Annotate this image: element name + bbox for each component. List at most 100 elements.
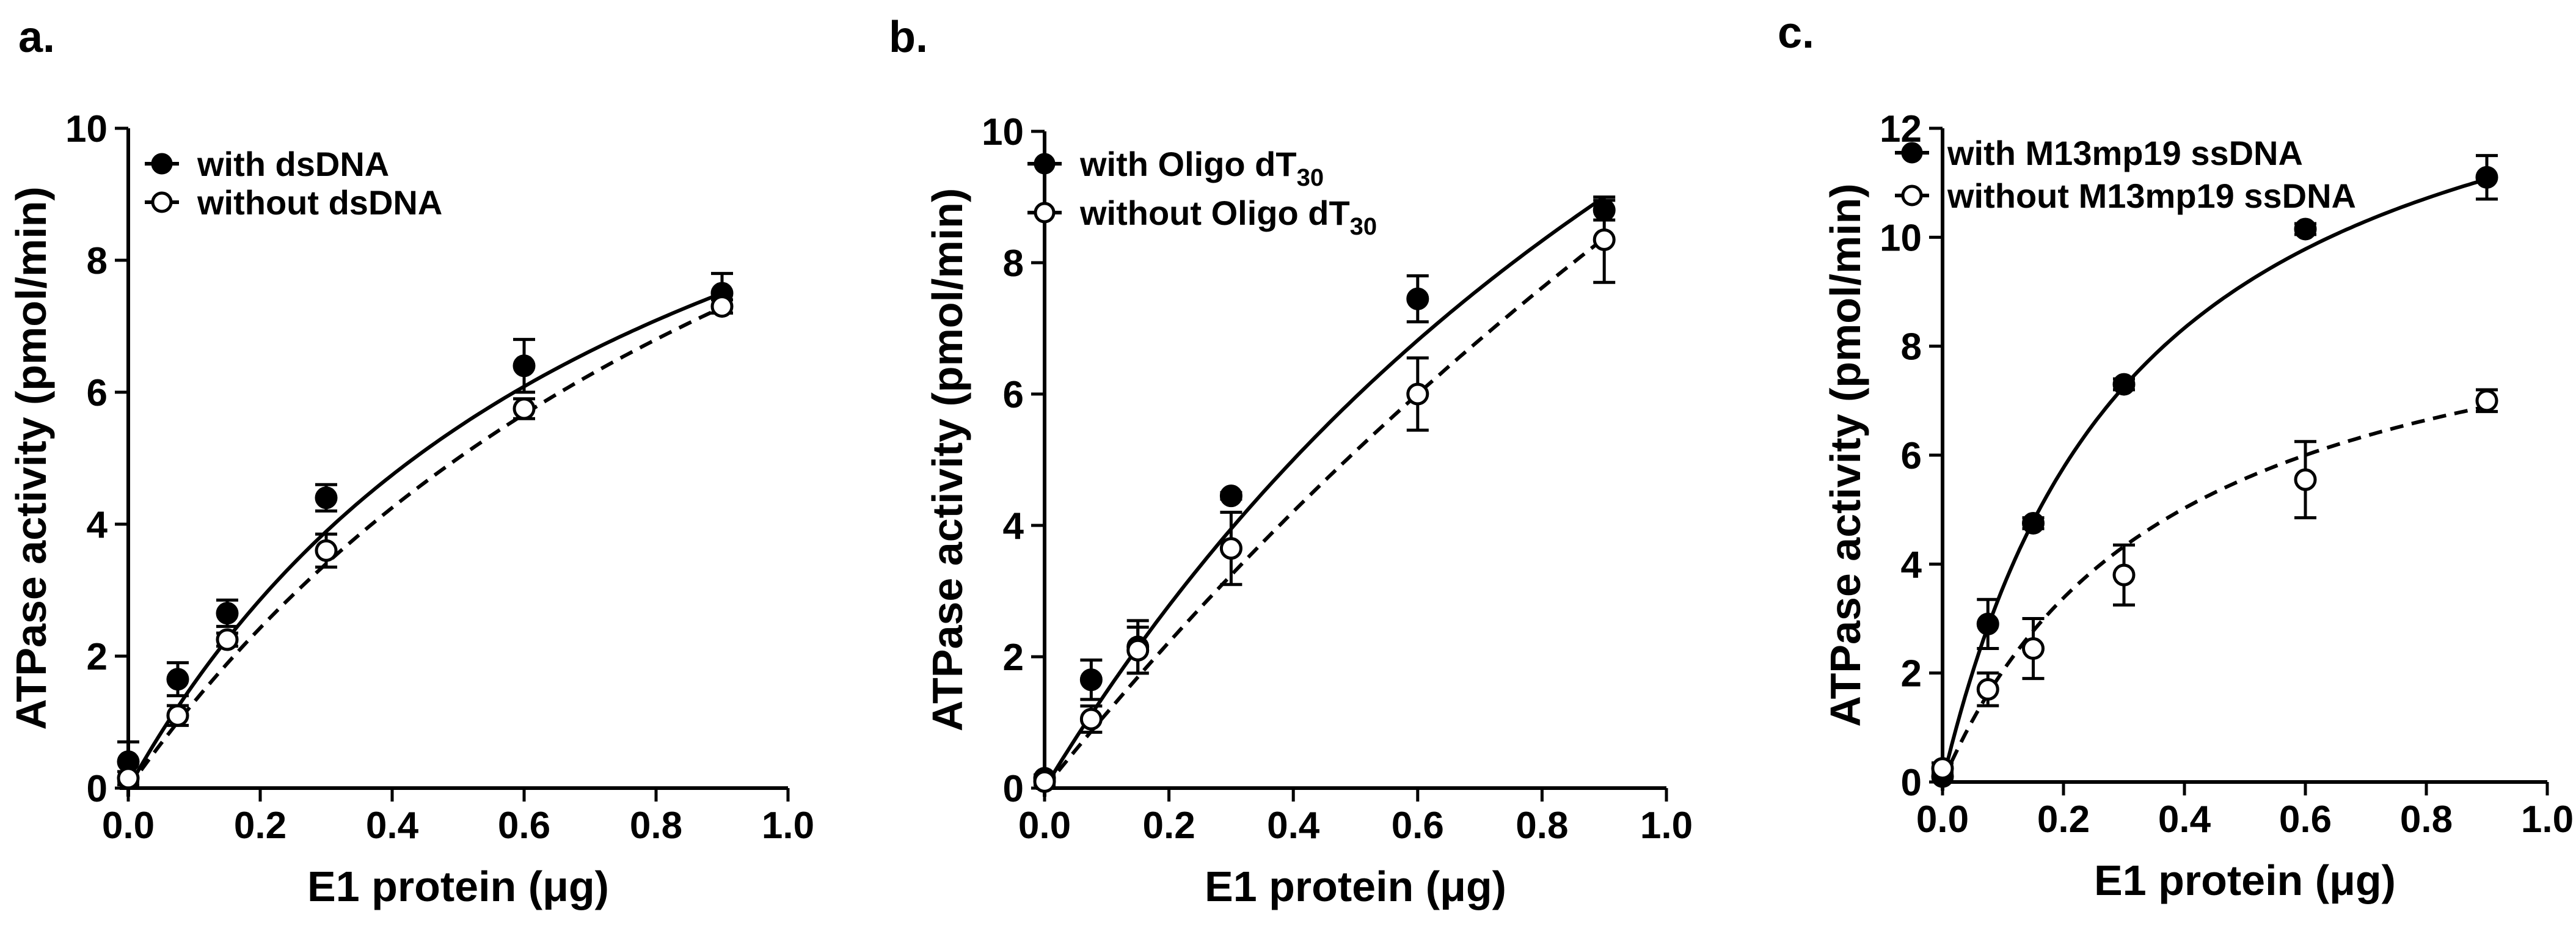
legend-entry: without dsDNA	[145, 183, 442, 222]
legend-label: with Oligo dT30	[1079, 145, 1324, 191]
x-tick-label: 0.8	[1516, 805, 1568, 847]
x-axis-title: E1 protein (μg)	[307, 863, 609, 910]
data-point	[1978, 614, 1998, 634]
data-point	[514, 399, 534, 418]
legend-label: without M13mp19 ssDNA	[1947, 177, 2356, 215]
fit-curve	[1045, 197, 1604, 789]
x-tick-label: 0.6	[498, 805, 550, 847]
fit-curve	[128, 293, 722, 788]
y-tick-label: 4	[1003, 505, 1024, 547]
legend-entry: with M13mp19 ssDNA	[1895, 134, 2303, 172]
x-tick-label: 0.0	[1916, 798, 1969, 841]
data-point	[2296, 219, 2315, 239]
y-tick-label: 0	[1003, 768, 1024, 810]
data-point	[2024, 639, 2043, 659]
x-tick-label: 0.4	[1267, 805, 1320, 847]
legend-subscript: 30	[1350, 213, 1377, 240]
data-point	[2114, 374, 2134, 394]
panel-label: a.	[18, 13, 55, 62]
x-tick-label: 0.0	[102, 805, 155, 847]
legend-label: with dsDNA	[197, 145, 389, 183]
y-tick-label: 6	[87, 372, 108, 414]
series-without	[1932, 390, 2498, 782]
y-tick-label: 8	[87, 240, 108, 282]
fit-curve	[128, 307, 722, 788]
y-tick-label: 10	[1880, 217, 1922, 259]
y-tick-label: 6	[1901, 435, 1922, 477]
x-tick-label: 1.0	[762, 805, 814, 847]
x-tick-label: 0.4	[366, 805, 419, 847]
figure-svg: a. 0.0 0.2 0.4 0.6 0.8 1.0 0 2 4 6 8 10 E1 protein (μ…	[0, 0, 2576, 925]
data-point	[2024, 513, 2043, 533]
y-tick-label: 0	[87, 768, 108, 810]
x-tick-label: 0.2	[2037, 798, 2090, 841]
chart-panel-1: a. 0.0 0.2 0.4 0.6 0.8 1.0 0 2 4 6 8 10 E1 protein (μ…	[7, 13, 814, 910]
data-point	[1128, 640, 1148, 660]
x-tick-label: 1.0	[1640, 805, 1693, 847]
legend-label: with M13mp19 ssDNA	[1947, 134, 2303, 172]
x-axis-title: E1 protein (μg)	[2094, 857, 2396, 904]
panel-label: b.	[889, 13, 928, 62]
legend-entry: without Oligo dT30	[1027, 194, 1377, 240]
legend-label: without dsDNA	[197, 183, 442, 222]
data-point	[2477, 167, 2497, 187]
y-tick-label: 2	[1003, 637, 1024, 679]
y-tick-label: 4	[1901, 544, 1922, 586]
fit-curve	[1943, 407, 2487, 782]
y-tick-label: 2	[1901, 653, 1922, 695]
legend-marker	[1035, 155, 1054, 173]
data-point	[119, 769, 138, 788]
y-tick-label: 10	[65, 108, 108, 150]
x-tick-label: 0.8	[630, 805, 682, 847]
data-point	[1035, 772, 1054, 791]
y-axis-title: ATPase activity (pmol/min)	[924, 188, 971, 731]
data-point	[2296, 470, 2315, 489]
legend-marker	[1903, 144, 1921, 162]
data-point	[168, 706, 188, 725]
data-point	[1408, 384, 1428, 404]
data-point	[1081, 670, 1101, 690]
y-tick-label: 10	[982, 111, 1024, 153]
y-axis-title: ATPase activity (pmol/min)	[1822, 183, 1869, 726]
data-point	[1933, 759, 1952, 778]
x-tick-label: 0.2	[234, 805, 286, 847]
data-point	[1978, 679, 1998, 699]
y-tick-label: 8	[1901, 326, 1922, 368]
series-with	[1932, 156, 2498, 787]
legend-entry: with Oligo dT30	[1027, 145, 1324, 191]
data-point	[2114, 565, 2134, 585]
x-tick-label: 0.4	[2158, 798, 2211, 841]
series-with	[117, 274, 733, 788]
x-tick-label: 0.2	[1142, 805, 1195, 847]
x-axis-title: E1 protein (μg)	[1205, 863, 1506, 910]
legend-entry: with dsDNA	[145, 145, 389, 183]
fit-curve	[1045, 238, 1604, 788]
data-point	[712, 297, 732, 316]
data-point	[514, 356, 534, 376]
data-point	[168, 670, 188, 689]
legend-marker	[1903, 186, 1921, 205]
y-tick-label: 4	[87, 504, 108, 546]
y-axis-title: ATPase activity (pmol/min)	[7, 186, 55, 729]
figure: a. 0.0 0.2 0.4 0.6 0.8 1.0 0 2 4 6 8 10 E1 protein (μ…	[0, 0, 2576, 925]
y-tick-label: 0	[1901, 762, 1922, 804]
data-point	[2477, 391, 2497, 411]
data-point	[1221, 486, 1241, 506]
y-tick-label: 8	[1003, 243, 1024, 285]
legend-label: without Oligo dT30	[1079, 194, 1377, 240]
legend-subscript: 30	[1297, 164, 1324, 191]
series-without	[117, 297, 733, 788]
data-point	[316, 541, 336, 560]
series-without	[1034, 197, 1615, 792]
y-tick-label: 6	[1003, 374, 1024, 416]
y-tick-label: 2	[87, 636, 108, 678]
data-point	[1408, 289, 1428, 309]
data-point	[1081, 709, 1101, 729]
legend-marker	[153, 193, 171, 211]
panel-label: c.	[1778, 9, 1814, 57]
x-tick-label: 0.8	[2400, 798, 2453, 841]
x-tick-label: 0.6	[1392, 805, 1444, 847]
legend-marker	[153, 155, 171, 173]
data-point	[316, 488, 336, 508]
